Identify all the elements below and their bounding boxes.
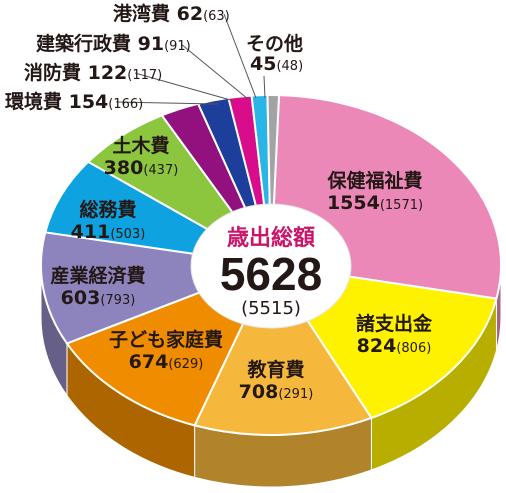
slice-12-label: その他 bbox=[246, 32, 303, 55]
slice-1-name-label: 保健福祉費 bbox=[326, 169, 422, 192]
slice-6-previous-label: (503) bbox=[110, 227, 145, 242]
slice-6-value-label: 411(503) bbox=[71, 221, 146, 243]
slice-10-label: 建築行政費 91(91) bbox=[36, 32, 191, 55]
slice-7-value-label: 380(437) bbox=[104, 157, 179, 179]
slice-9-leader bbox=[134, 72, 235, 102]
center-hole bbox=[190, 203, 352, 329]
slice-8-label: 環境費 154(166) bbox=[5, 90, 143, 113]
slice-7-previous-label: (437) bbox=[143, 163, 178, 178]
slice-3-previous-label: (291) bbox=[278, 387, 313, 402]
slice-1-value-label: 1554(1571) bbox=[327, 192, 423, 214]
slice-10-previous-label: (91) bbox=[164, 39, 191, 54]
slice-4-value-label: 674(629) bbox=[129, 351, 204, 373]
slice-2-previous-label: (806) bbox=[396, 341, 431, 356]
slice-11-label: 港湾費 62(63) bbox=[113, 2, 230, 25]
slice-4-previous-label: (629) bbox=[168, 357, 203, 372]
slice-9-label: 消防費 122(117) bbox=[24, 61, 162, 84]
slice-1-previous-label: (1571) bbox=[380, 198, 423, 213]
slice-3-name-label: 教育費 bbox=[247, 358, 304, 381]
leader-lines bbox=[115, 13, 266, 105]
slice-4-name-label: 子ども家庭費 bbox=[109, 328, 223, 351]
slice-8-previous-label: (166) bbox=[108, 97, 143, 112]
slice-10-leader bbox=[180, 43, 249, 100]
slice-5-name-label: 産業経済費 bbox=[50, 264, 145, 287]
center-title: 歳出総額 bbox=[227, 225, 315, 251]
slice-2-value-label: 824(806) bbox=[357, 335, 432, 357]
slice-12-leader bbox=[263, 75, 266, 99]
slice-2-name-label: 諸支出金 bbox=[356, 312, 433, 335]
slice-5-value-label: 603(793) bbox=[61, 287, 136, 309]
slice-3-value-label: 708(291) bbox=[239, 381, 314, 403]
slice-12-previous-label: (48) bbox=[276, 59, 303, 74]
slice-5-previous-label: (793) bbox=[100, 293, 135, 308]
slice-8-leader bbox=[115, 101, 219, 105]
slice-11-previous-label: (63) bbox=[203, 9, 230, 24]
slice-11-leader bbox=[223, 13, 257, 99]
slice-7-name-label: 土木費 bbox=[112, 134, 169, 157]
center-previous: (5515) bbox=[241, 298, 301, 319]
center-total: 5628 bbox=[220, 248, 322, 300]
slice-9-previous-label: (117) bbox=[127, 68, 162, 83]
pie-side-walls bbox=[40, 264, 502, 488]
slice-3-top bbox=[193, 262, 373, 436]
slice-6-name-label: 総務費 bbox=[79, 198, 136, 221]
slice-12-value-label: 45(48) bbox=[250, 53, 303, 75]
